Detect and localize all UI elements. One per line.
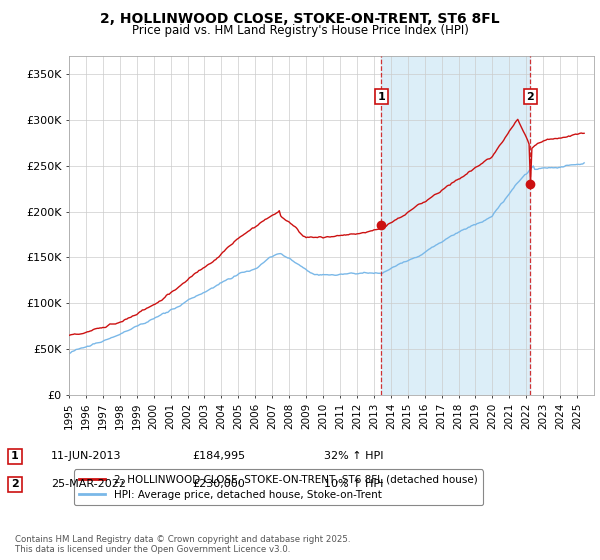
Text: £184,995: £184,995 bbox=[192, 451, 245, 461]
Text: Contains HM Land Registry data © Crown copyright and database right 2025.
This d: Contains HM Land Registry data © Crown c… bbox=[15, 535, 350, 554]
Legend: 2, HOLLINWOOD CLOSE, STOKE-ON-TRENT, ST6 8FL (detached house), HPI: Average pric: 2, HOLLINWOOD CLOSE, STOKE-ON-TRENT, ST6… bbox=[74, 469, 483, 505]
Text: £230,000: £230,000 bbox=[192, 479, 245, 489]
Text: 11-JUN-2013: 11-JUN-2013 bbox=[51, 451, 121, 461]
Text: 2: 2 bbox=[11, 479, 19, 489]
Text: 1: 1 bbox=[11, 451, 19, 461]
Text: 32% ↑ HPI: 32% ↑ HPI bbox=[324, 451, 383, 461]
Text: 2: 2 bbox=[526, 92, 534, 102]
Text: 10% ↑ HPI: 10% ↑ HPI bbox=[324, 479, 383, 489]
Text: 2, HOLLINWOOD CLOSE, STOKE-ON-TRENT, ST6 8FL: 2, HOLLINWOOD CLOSE, STOKE-ON-TRENT, ST6… bbox=[100, 12, 500, 26]
Text: 25-MAR-2022: 25-MAR-2022 bbox=[51, 479, 126, 489]
Bar bbox=[381, 56, 530, 395]
Text: Price paid vs. HM Land Registry's House Price Index (HPI): Price paid vs. HM Land Registry's House … bbox=[131, 24, 469, 37]
Text: 1: 1 bbox=[377, 92, 385, 102]
